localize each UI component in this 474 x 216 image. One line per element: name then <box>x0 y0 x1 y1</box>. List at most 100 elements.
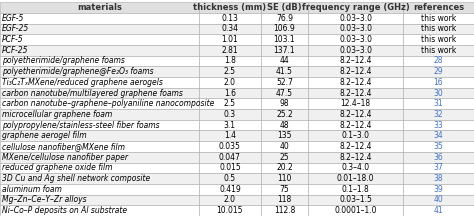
FancyBboxPatch shape <box>308 109 403 120</box>
Text: 2.5: 2.5 <box>224 67 236 76</box>
Text: 0.03–3.0: 0.03–3.0 <box>339 46 372 55</box>
FancyBboxPatch shape <box>0 195 199 205</box>
FancyBboxPatch shape <box>403 173 474 184</box>
Text: references: references <box>413 3 464 12</box>
FancyBboxPatch shape <box>308 195 403 205</box>
FancyBboxPatch shape <box>403 13 474 24</box>
FancyBboxPatch shape <box>0 77 199 88</box>
FancyBboxPatch shape <box>0 120 199 130</box>
FancyBboxPatch shape <box>403 130 474 141</box>
FancyBboxPatch shape <box>261 152 308 163</box>
FancyBboxPatch shape <box>261 109 308 120</box>
Text: materials: materials <box>77 3 122 12</box>
FancyBboxPatch shape <box>403 34 474 45</box>
Text: aluminum foam: aluminum foam <box>2 185 62 194</box>
Text: 0.03–3.0: 0.03–3.0 <box>339 14 372 23</box>
FancyBboxPatch shape <box>308 120 403 130</box>
Text: 39: 39 <box>434 185 443 194</box>
FancyBboxPatch shape <box>199 205 261 216</box>
Text: 8.2–12.4: 8.2–12.4 <box>339 78 372 87</box>
Text: reduced graphene oxide film: reduced graphene oxide film <box>2 163 112 172</box>
Text: 2.5: 2.5 <box>224 99 236 108</box>
Text: 25.2: 25.2 <box>276 110 293 119</box>
FancyBboxPatch shape <box>261 195 308 205</box>
FancyBboxPatch shape <box>0 152 199 163</box>
Text: 35: 35 <box>434 142 443 151</box>
FancyBboxPatch shape <box>403 120 474 130</box>
FancyBboxPatch shape <box>0 45 199 56</box>
Text: 30: 30 <box>434 89 443 98</box>
FancyBboxPatch shape <box>261 77 308 88</box>
Text: 110: 110 <box>277 174 292 183</box>
Text: 3.1: 3.1 <box>224 121 236 130</box>
FancyBboxPatch shape <box>199 34 261 45</box>
FancyBboxPatch shape <box>261 88 308 98</box>
Text: thickness (mm): thickness (mm) <box>193 3 266 12</box>
Text: 44: 44 <box>280 56 289 65</box>
Text: 36: 36 <box>434 153 443 162</box>
FancyBboxPatch shape <box>308 88 403 98</box>
FancyBboxPatch shape <box>0 2 199 13</box>
FancyBboxPatch shape <box>0 24 199 34</box>
FancyBboxPatch shape <box>0 205 199 216</box>
Text: this work: this work <box>421 24 456 33</box>
FancyBboxPatch shape <box>199 152 261 163</box>
Text: 40: 40 <box>434 195 443 205</box>
Text: 41: 41 <box>434 206 443 215</box>
Text: 28: 28 <box>434 56 443 65</box>
Text: 38: 38 <box>434 174 443 183</box>
Text: 2.0: 2.0 <box>224 78 236 87</box>
FancyBboxPatch shape <box>403 163 474 173</box>
FancyBboxPatch shape <box>199 163 261 173</box>
Text: 8.2–12.4: 8.2–12.4 <box>339 56 372 65</box>
Text: polypropylene/stainless-steel fiber foams: polypropylene/stainless-steel fiber foam… <box>2 121 160 130</box>
FancyBboxPatch shape <box>199 24 261 34</box>
FancyBboxPatch shape <box>261 205 308 216</box>
FancyBboxPatch shape <box>261 2 308 13</box>
FancyBboxPatch shape <box>0 66 199 77</box>
FancyBboxPatch shape <box>403 66 474 77</box>
Text: 0.1–3.0: 0.1–3.0 <box>341 131 370 140</box>
Text: 1.8: 1.8 <box>224 56 236 65</box>
Text: 135: 135 <box>277 131 292 140</box>
FancyBboxPatch shape <box>308 24 403 34</box>
FancyBboxPatch shape <box>0 130 199 141</box>
Text: 118: 118 <box>277 195 292 205</box>
Text: 3D Cu and Ag shell network composite: 3D Cu and Ag shell network composite <box>2 174 150 183</box>
Text: 0.3: 0.3 <box>224 110 236 119</box>
Text: 29: 29 <box>434 67 443 76</box>
Text: 103.1: 103.1 <box>273 35 295 44</box>
FancyBboxPatch shape <box>0 173 199 184</box>
FancyBboxPatch shape <box>308 205 403 216</box>
Text: polyetherimide/graphene foams: polyetherimide/graphene foams <box>2 56 125 65</box>
FancyBboxPatch shape <box>403 98 474 109</box>
FancyBboxPatch shape <box>0 184 199 195</box>
Text: 47.5: 47.5 <box>276 89 293 98</box>
Text: 76.9: 76.9 <box>276 14 293 23</box>
FancyBboxPatch shape <box>199 109 261 120</box>
Text: polyetherimide/graphene@Fe₂O₃ foams: polyetherimide/graphene@Fe₂O₃ foams <box>2 67 154 76</box>
FancyBboxPatch shape <box>199 98 261 109</box>
FancyBboxPatch shape <box>0 34 199 45</box>
FancyBboxPatch shape <box>403 109 474 120</box>
Text: 41.5: 41.5 <box>276 67 293 76</box>
Text: 137.1: 137.1 <box>273 46 295 55</box>
Text: this work: this work <box>421 46 456 55</box>
FancyBboxPatch shape <box>403 2 474 13</box>
Text: 31: 31 <box>434 99 443 108</box>
Text: this work: this work <box>421 14 456 23</box>
Text: 112.8: 112.8 <box>273 206 295 215</box>
FancyBboxPatch shape <box>308 66 403 77</box>
FancyBboxPatch shape <box>261 141 308 152</box>
Text: SE (dB): SE (dB) <box>267 3 302 12</box>
FancyBboxPatch shape <box>308 130 403 141</box>
Text: cellulose nanofiber@MXene film: cellulose nanofiber@MXene film <box>2 142 125 151</box>
FancyBboxPatch shape <box>199 2 261 13</box>
FancyBboxPatch shape <box>0 98 199 109</box>
FancyBboxPatch shape <box>261 184 308 195</box>
Text: 1.01: 1.01 <box>221 35 238 44</box>
FancyBboxPatch shape <box>403 205 474 216</box>
Text: 0.015: 0.015 <box>219 163 241 172</box>
Text: Ni–Co–P deposits on Al substrate: Ni–Co–P deposits on Al substrate <box>2 206 127 215</box>
Text: 8.2–12.4: 8.2–12.4 <box>339 110 372 119</box>
